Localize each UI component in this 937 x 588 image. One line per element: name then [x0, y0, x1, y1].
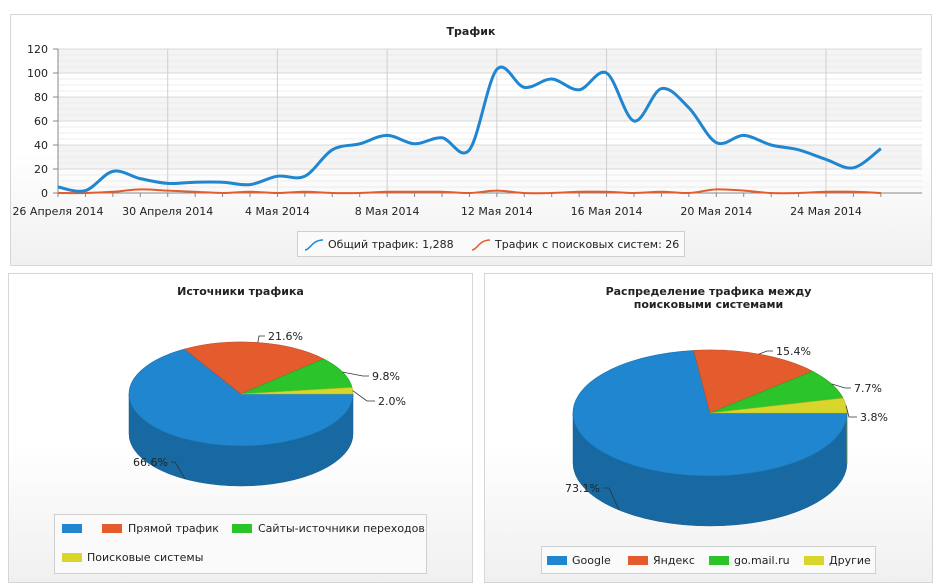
- pie-leader-line: [603, 487, 620, 511]
- pie-data-label-group: 66.6%: [133, 456, 186, 480]
- sources-chart-title: Источники трафика: [177, 285, 304, 298]
- legend-swatch-green: [232, 524, 252, 533]
- traffic-sources-pie-panel: Источники трафика 66.6% 21.6% 9.8% 2.0% Пря…: [8, 273, 473, 583]
- x-tick-label: 26 Апреля 2014: [12, 205, 103, 218]
- legend-swatch-blue: [62, 524, 82, 533]
- pie-leader-line: [352, 390, 375, 402]
- y-tick-label: 40: [34, 139, 48, 152]
- search-engines-pie-panel: Распределение трафика между поисковыми с…: [484, 273, 933, 583]
- pie-data-label: 66.6%: [133, 456, 168, 469]
- pie-data-label: 2.0%: [378, 395, 406, 408]
- pie-slice: [128, 348, 354, 447]
- y-tick-label: 100: [27, 67, 48, 80]
- engines-chart-title-line1: Распределение трафика между: [605, 285, 812, 298]
- legend-swatch-total: [304, 239, 324, 251]
- pie-data-label: 15.4%: [776, 345, 811, 358]
- legend-swatch-search: [471, 239, 491, 251]
- traffic-chart-legend: Общий трафик: 1,288 Трафик с поисковых с…: [297, 231, 685, 257]
- pie-data-label-group: 2.0%: [352, 390, 406, 408]
- search-engines-pie-chart: 73.1% 15.4% 7.7% 3.8%: [565, 345, 888, 527]
- legend-swatch-yellow: [62, 553, 82, 562]
- pie-leader-line: [257, 335, 265, 343]
- legend-yandex[interactable]: Яндекс: [653, 554, 695, 567]
- pie-data-label: 3.8%: [860, 411, 888, 424]
- pie-data-label: 9.8%: [372, 370, 400, 383]
- traffic-line-chart-panel: Трафик 0 20 40 60 80 100 120 26 Апреля 2014 30 А…: [10, 14, 932, 266]
- pie-leader-line: [758, 350, 773, 355]
- pie-leader-line: [845, 405, 857, 418]
- traffic-chart-title: Трафик: [446, 25, 496, 38]
- x-tick-label: 30 Апреля 2014: [122, 205, 213, 218]
- x-tick-label: 24 Мая 2014: [790, 205, 862, 218]
- traffic-sources-pie-chart: 66.6% 21.6% 9.8% 2.0%: [128, 330, 406, 487]
- legend-swatch-orange: [102, 524, 122, 533]
- pie-data-label: 73.1%: [565, 482, 600, 495]
- legend-other[interactable]: Другие: [829, 554, 871, 567]
- x-tick-label: 16 Мая 2014: [571, 205, 643, 218]
- legend-direct-traffic[interactable]: Прямой трафик: [128, 522, 219, 535]
- legend-google[interactable]: Google: [572, 554, 611, 567]
- legend-mail[interactable]: go.mail.ru: [734, 554, 790, 567]
- pie-slice: [693, 349, 814, 414]
- legend-swatch-google: [547, 556, 567, 565]
- legend-swatch-yandex: [628, 556, 648, 565]
- legend-swatch-other: [804, 556, 824, 565]
- pie-data-label-group: 3.8%: [845, 405, 888, 424]
- x-tick-label: 20 Мая 2014: [680, 205, 752, 218]
- pie-data-label-group: 9.8%: [342, 370, 400, 383]
- traffic-line-chart: 0 20 40 60 80 100 120 26 Апреля 2014 30 Апреля 2…: [12, 43, 922, 218]
- search-traffic-line: [57, 188, 881, 195]
- x-tick-label: 12 Мая 2014: [461, 205, 533, 218]
- pie-data-label-group: 73.1%: [565, 482, 620, 511]
- y-tick-label: 0: [41, 187, 48, 200]
- pie-data-label-group: 21.6%: [257, 330, 303, 343]
- legend-total-traffic[interactable]: Общий трафик: 1,288: [328, 238, 454, 251]
- legend-search-traffic[interactable]: Трафик с поисковых систем: 26: [495, 238, 680, 251]
- pie-data-label-group: 7.7%: [831, 382, 882, 395]
- total-traffic-line: [57, 65, 882, 193]
- pie-data-label: 7.7%: [854, 382, 882, 395]
- y-tick-label: 120: [27, 43, 48, 56]
- pie-data-label-group: 15.4%: [758, 345, 811, 358]
- legend-swatch-mail: [709, 556, 729, 565]
- engines-chart-legend: Google Яндекс go.mail.ru Другие: [541, 546, 876, 574]
- pie-data-label: 21.6%: [268, 330, 303, 343]
- y-tick-label: 80: [34, 91, 48, 104]
- pie-leader-line: [171, 461, 186, 480]
- x-tick-label: 8 Мая 2014: [355, 205, 420, 218]
- legend-search-engines[interactable]: Поисковые системы: [87, 551, 204, 564]
- pie-leader-line: [831, 383, 851, 389]
- sources-chart-legend: Прямой трафик Сайты-источники переходов …: [54, 514, 427, 574]
- y-tick-label: 20: [34, 163, 48, 176]
- x-tick-label: 4 Мая 2014: [245, 205, 310, 218]
- engines-chart-title-line2: поисковыми системами: [633, 298, 784, 311]
- pie-slice: [183, 341, 325, 395]
- legend-referral-sites[interactable]: Сайты-источники переходов: [258, 522, 425, 535]
- y-tick-label: 60: [34, 115, 48, 128]
- pie-leader-line: [342, 371, 369, 377]
